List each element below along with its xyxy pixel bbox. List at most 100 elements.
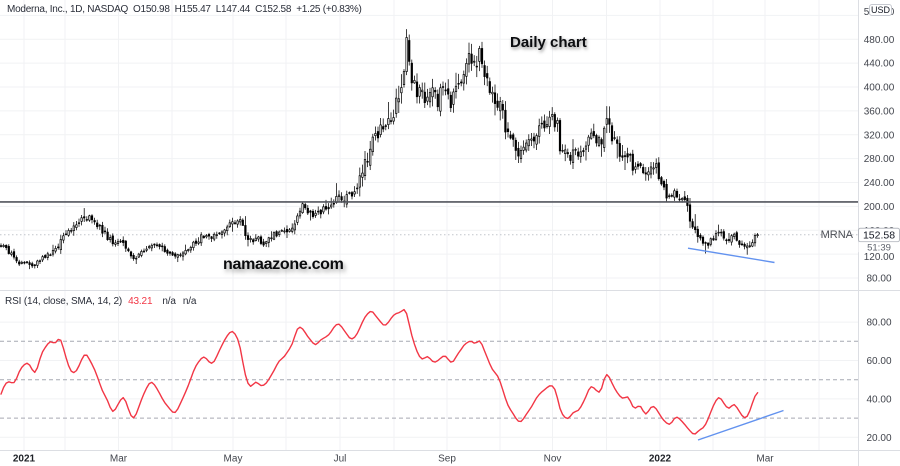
candle [327, 203, 330, 215]
candle [280, 229, 283, 232]
candle [751, 239, 754, 248]
symbol-title[interactable]: Moderna, Inc., 1D, NASDAQ [7, 4, 129, 15]
candle [579, 145, 582, 163]
time-axis-label: Nov [544, 454, 562, 465]
candle [543, 114, 546, 132]
candle [592, 123, 595, 139]
candle [441, 81, 445, 96]
candle [145, 245, 148, 253]
candle [231, 217, 234, 232]
price-axis-label: 240.00 [864, 178, 895, 189]
currency-usd-button[interactable]: USD [869, 4, 892, 16]
rsi-legend[interactable]: RSI (14, close, SMA, 14, 2) 43.21 n/a n/a [5, 296, 196, 307]
candle [306, 205, 309, 215]
symbol-legend[interactable]: Moderna, Inc., 1D, NASDAQ O150.98 H155.47 L… [7, 4, 367, 15]
candle [600, 137, 603, 157]
candle [353, 186, 356, 198]
candle [439, 83, 442, 117]
candle [200, 232, 203, 246]
candle [80, 215, 83, 226]
candle [90, 214, 94, 224]
candle [254, 234, 257, 242]
candle [38, 259, 42, 264]
candle [5, 244, 8, 251]
candle [358, 167, 361, 197]
candle [673, 188, 676, 201]
candle [150, 243, 153, 252]
candle [70, 227, 73, 234]
time-axis-labels[interactable]: 2021 Mar May Jul Sep Nov 2022 Mar [13, 454, 774, 465]
candle [577, 147, 580, 160]
candle [642, 163, 645, 175]
candle [376, 126, 380, 143]
candle [244, 216, 247, 240]
candle [428, 87, 432, 108]
candle [124, 240, 127, 252]
candle [202, 235, 205, 239]
candle [657, 157, 660, 181]
candle [714, 230, 718, 241]
candle [605, 106, 608, 134]
candle [683, 191, 686, 202]
candle [434, 87, 437, 99]
candle [106, 228, 109, 241]
candle [140, 249, 143, 258]
candle [709, 237, 712, 247]
price-axis-label: 480.00 [864, 35, 895, 46]
candlestick-series[interactable] [0, 29, 759, 270]
candle [265, 240, 268, 248]
candle [122, 236, 125, 247]
candle [725, 238, 728, 245]
candle [179, 252, 182, 258]
candle [298, 207, 302, 219]
svg-text:152.58: 152.58 [863, 230, 895, 242]
candle [618, 136, 621, 162]
candle [288, 227, 291, 233]
rsi-label[interactable]: RSI (14, close, SMA, 14, 2) [5, 296, 123, 307]
rsi-axis-labels[interactable]: 80.00 60.00 40.00 20.00 [866, 318, 891, 444]
candle [569, 152, 572, 165]
candle [535, 133, 538, 150]
candle [678, 193, 681, 203]
candle [649, 161, 653, 179]
candle [636, 161, 640, 170]
rsi-trendline-drawing[interactable] [697, 409, 784, 441]
rsi-band-lines [0, 340, 858, 419]
ohlc-high: H155.47 [174, 4, 211, 15]
candle [330, 197, 333, 209]
candle [309, 209, 312, 221]
candle [163, 244, 166, 253]
rsi-line[interactable] [0, 308, 759, 435]
candle [88, 214, 91, 222]
candle [590, 128, 593, 140]
candle [228, 219, 231, 228]
candle [740, 240, 744, 246]
price-trendline-drawing[interactable] [687, 247, 775, 264]
candle [366, 152, 369, 168]
candle [369, 140, 372, 171]
candle [587, 134, 590, 153]
candle [109, 234, 112, 243]
candle [522, 140, 525, 155]
candle [668, 193, 671, 199]
candle [504, 101, 507, 140]
candle [46, 251, 49, 261]
price-axis-label: 80.00 [866, 274, 891, 285]
time-axis-label: 2022 [649, 454, 672, 465]
candle [418, 84, 421, 104]
candle [512, 132, 515, 147]
candle [262, 238, 265, 247]
candle [85, 216, 88, 222]
candle [465, 58, 468, 85]
candle [361, 164, 364, 187]
candle [423, 82, 426, 108]
candle [161, 242, 164, 252]
candle [101, 221, 104, 238]
candle [187, 248, 190, 253]
candle [493, 84, 497, 116]
candle [696, 225, 699, 243]
candle [49, 253, 52, 257]
candle [233, 220, 237, 225]
